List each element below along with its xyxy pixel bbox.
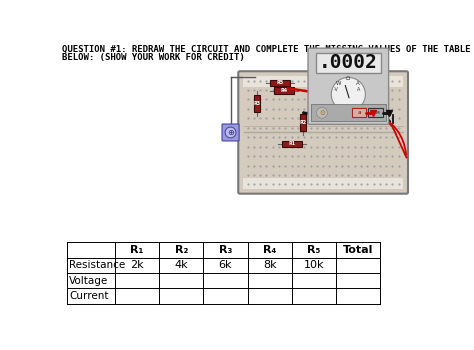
Bar bbox=[352, 108, 366, 118]
Text: A: A bbox=[356, 81, 360, 86]
Text: R₂: R₂ bbox=[174, 245, 188, 255]
Bar bbox=[311, 104, 385, 121]
Text: QUESTION #1: REDRAW THE CIRCUIT AND COMPLETE THE MISSING VALUES OF THE TABLE: QUESTION #1: REDRAW THE CIRCUIT AND COMP… bbox=[63, 45, 471, 54]
Text: A: A bbox=[357, 87, 360, 92]
Text: 6k: 6k bbox=[219, 260, 232, 270]
Text: R4: R4 bbox=[281, 88, 288, 93]
Text: .0002: .0002 bbox=[319, 52, 378, 71]
Text: R₄: R₄ bbox=[263, 245, 276, 255]
Text: R2: R2 bbox=[300, 120, 307, 125]
Text: R₁: R₁ bbox=[130, 245, 144, 255]
Text: 8k: 8k bbox=[263, 260, 276, 270]
Text: COM: COM bbox=[371, 111, 380, 115]
Text: 2k: 2k bbox=[130, 260, 144, 270]
Bar bbox=[368, 108, 383, 118]
Text: Total: Total bbox=[343, 245, 373, 255]
Text: R₅: R₅ bbox=[307, 245, 320, 255]
Circle shape bbox=[331, 77, 365, 111]
Text: Resistance: Resistance bbox=[69, 260, 126, 270]
Text: W: W bbox=[336, 81, 341, 86]
Text: Ω: Ω bbox=[346, 77, 350, 82]
Bar bbox=[300, 114, 307, 131]
Circle shape bbox=[317, 107, 328, 118]
Text: a: a bbox=[357, 110, 361, 116]
Bar bbox=[243, 178, 403, 189]
Text: Voltage: Voltage bbox=[69, 276, 109, 286]
Bar bbox=[243, 76, 403, 87]
Bar bbox=[270, 80, 290, 86]
Text: R3: R3 bbox=[253, 101, 260, 106]
Text: ⊙: ⊙ bbox=[319, 110, 325, 116]
Text: R1: R1 bbox=[288, 141, 295, 146]
FancyBboxPatch shape bbox=[238, 71, 408, 194]
FancyBboxPatch shape bbox=[308, 48, 389, 124]
Text: R₃: R₃ bbox=[219, 245, 232, 255]
FancyBboxPatch shape bbox=[222, 124, 239, 141]
Text: -V: -V bbox=[334, 86, 338, 91]
Text: BELOW: (SHOW YOUR WORK FOR CREDIT): BELOW: (SHOW YOUR WORK FOR CREDIT) bbox=[63, 53, 245, 62]
Text: Current: Current bbox=[69, 291, 109, 301]
Bar bbox=[316, 53, 381, 73]
Text: 10k: 10k bbox=[303, 260, 324, 270]
Bar bbox=[274, 88, 294, 93]
Bar bbox=[254, 95, 260, 112]
Text: R5: R5 bbox=[276, 80, 283, 85]
Bar bbox=[282, 141, 302, 147]
Text: 4k: 4k bbox=[174, 260, 188, 270]
Text: ⊕: ⊕ bbox=[227, 128, 234, 137]
Circle shape bbox=[225, 127, 236, 138]
